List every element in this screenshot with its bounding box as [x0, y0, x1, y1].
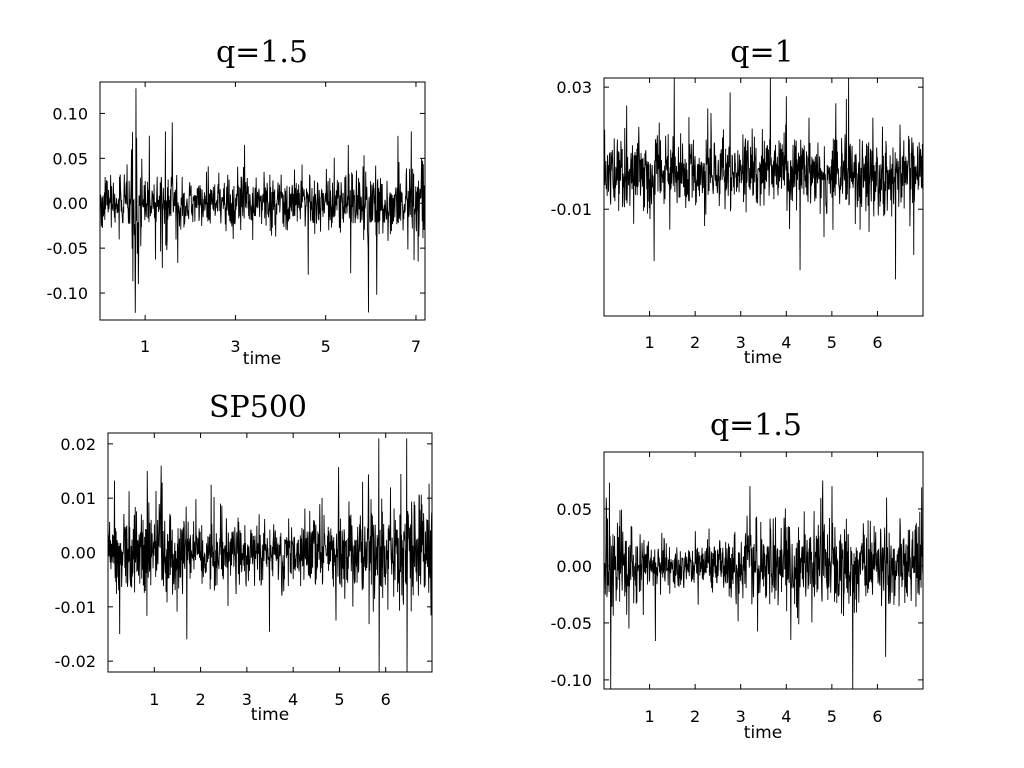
x-tick-label: 3	[242, 690, 252, 709]
x-tick-label: 4	[288, 690, 298, 709]
y-tick-label: -0.05	[47, 239, 88, 258]
panel-top-left: q=1.5 1 3 5 7 0.10 0.05 0.00 -0.05 -0.10 time	[47, 35, 426, 369]
x-tick-label: 5	[334, 690, 344, 709]
y-tick-label: -0.01	[55, 598, 96, 617]
y-tick-label: -0.02	[55, 652, 96, 671]
y-tick-label: 0.00	[60, 544, 96, 563]
y-tick-label: 0.05	[52, 149, 88, 168]
panel-title: q=1.5	[216, 35, 308, 70]
panel-title: q=1.5	[710, 408, 802, 443]
x-tick-label: 5	[827, 707, 837, 726]
x-tick-label: 6	[381, 690, 391, 709]
x-axis-label: time	[243, 349, 281, 369]
x-tick-label: 2	[690, 333, 700, 352]
plot-frame	[603, 451, 924, 690]
y-tick-label: -0.05	[551, 614, 592, 633]
panel-bottom-left: SP500 1 2 3 4 5 6 0.02 0.01 0.00 -0.01 -0.02 time	[55, 390, 433, 725]
x-tick-label: 4	[781, 707, 791, 726]
y-tick-label: -0.10	[551, 671, 592, 690]
x-tick-label: 2	[195, 690, 205, 709]
panel-top-right: q=1 1 2 3 4 5 6 0.03 -0.01 time	[551, 35, 924, 368]
series-line	[107, 438, 433, 673]
x-axis-label: time	[744, 723, 782, 743]
y-tick-label: -0.01	[551, 200, 592, 219]
y-tick-label: 0.01	[60, 489, 96, 508]
x-axis-label: time	[744, 348, 782, 368]
y-tick-label: 0.10	[52, 104, 88, 123]
x-tick-label: 1	[140, 337, 150, 356]
x-tick-label: 3	[230, 337, 240, 356]
series-line	[99, 88, 426, 313]
x-tick-label: 2	[690, 707, 700, 726]
x-tick-label: 1	[644, 333, 654, 352]
x-tick-label: 3	[736, 333, 746, 352]
x-tick-label: 5	[321, 337, 331, 356]
y-tick-label: 0.03	[556, 78, 592, 97]
x-tick-label: 5	[827, 333, 837, 352]
x-tick-label: 6	[872, 333, 882, 352]
y-tick-label: 0.02	[60, 435, 96, 454]
y-tick-label: -0.10	[47, 284, 88, 303]
series-line	[603, 77, 924, 280]
x-tick-label: 3	[736, 707, 746, 726]
x-tick-label: 7	[411, 337, 421, 356]
x-tick-label: 1	[644, 707, 654, 726]
x-tick-label: 1	[149, 690, 159, 709]
plot-frame	[99, 81, 426, 321]
x-tick-label: 4	[781, 333, 791, 352]
y-tick-label: 0.00	[52, 194, 88, 213]
y-tick-label: 0.05	[556, 500, 592, 519]
panel-title: q=1	[730, 35, 793, 70]
y-tick-label: 0.00	[556, 557, 592, 576]
series-line	[603, 480, 924, 690]
x-tick-label: 6	[872, 707, 882, 726]
x-axis-label: time	[251, 705, 289, 725]
panel-bottom-right: q=1.5 1 2 3 4 5 6 0.05 0.00 -0.05 -0.10 time	[551, 408, 924, 743]
panel-title: SP500	[209, 390, 307, 425]
plot-frame	[603, 77, 924, 317]
